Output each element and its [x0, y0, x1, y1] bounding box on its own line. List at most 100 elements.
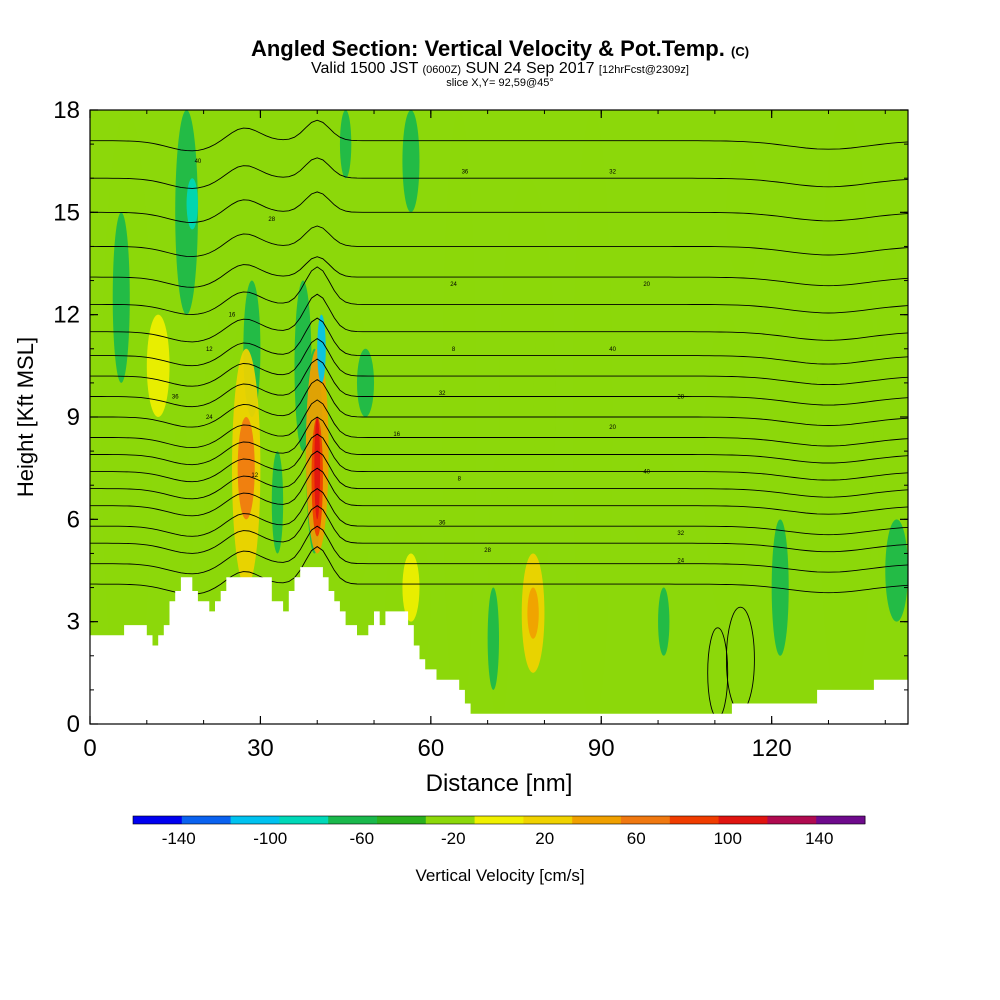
y-tick-label: 18 [53, 97, 80, 124]
colorbar-swatch [718, 816, 768, 824]
velocity-region [658, 587, 670, 656]
colorbar-swatch [230, 816, 280, 824]
velocity-region [817, 110, 874, 724]
contour-label: 36 [172, 395, 179, 401]
isentrope-line [90, 293, 908, 343]
isentrope-line [90, 191, 908, 223]
y-tick-label: 0 [67, 711, 80, 738]
isentrope-line [90, 488, 908, 537]
velocity-region [356, 348, 375, 417]
x-axis-label: Distance [nm] [426, 770, 573, 797]
y-tick-label: 6 [67, 506, 80, 533]
chart-subtitle: Valid 1500 JST (0600Z) SUN 24 Sep 2017 [… [311, 60, 689, 77]
x-tick-label: 0 [83, 735, 96, 762]
colorbar-swatch [279, 816, 329, 824]
isentrope-line [90, 119, 908, 152]
y-tick-label: 3 [67, 609, 80, 636]
x-tick-label: 90 [588, 735, 615, 762]
colorbar-swatch [181, 816, 232, 824]
colorbar-tick-label: 20 [535, 829, 554, 848]
velocity-region [237, 417, 255, 520]
isentrope-line [90, 525, 908, 575]
colorbar-swatch [377, 816, 427, 824]
colorbar-tick-label: 100 [714, 829, 742, 848]
contour-label: 12 [251, 473, 258, 479]
x-tick-label: 120 [752, 735, 792, 762]
isentrope-line [90, 399, 908, 449]
isentrope-line [90, 337, 908, 387]
velocity-region [703, 314, 749, 622]
colorbar-swatch [328, 816, 378, 824]
velocity-region [771, 519, 789, 656]
contour-label: 28 [484, 548, 491, 554]
velocity-region [527, 587, 539, 639]
colorbar-swatch [621, 816, 671, 824]
colorbar-swatch [523, 816, 573, 824]
colorbar-tick-label: 60 [627, 829, 646, 848]
isentrope-line [90, 225, 908, 258]
contour-label: 32 [677, 531, 684, 537]
velocity-region [771, 314, 818, 452]
velocity-region [271, 451, 284, 554]
isentrope-line [90, 416, 908, 466]
y-tick-label: 15 [53, 199, 80, 226]
colorbar-swatch [816, 816, 866, 824]
contour-label: 24 [450, 282, 457, 288]
contour-label: 12 [206, 347, 213, 353]
contour-label: 20 [609, 425, 616, 431]
contour-label: 36 [462, 169, 469, 175]
colorbar-swatch [767, 816, 817, 824]
contour-label: 40 [609, 347, 616, 353]
isentrope-line [90, 505, 908, 554]
isentrope-line [90, 450, 908, 500]
velocity-region [317, 314, 326, 383]
colorbar-swatch [133, 816, 183, 824]
isentrope-line [90, 358, 908, 408]
velocity-region [146, 314, 170, 418]
isentrope-line [90, 433, 908, 483]
colorbar-tick-label: -140 [162, 829, 196, 848]
isentrope-line [90, 317, 908, 367]
colorbar-swatch [474, 816, 524, 824]
contour-label: 16 [229, 313, 236, 319]
velocity-region [186, 178, 198, 230]
terrain [90, 567, 908, 724]
velocity-region [203, 280, 233, 622]
velocity-region [175, 110, 198, 315]
colorbar-tick-label: -60 [349, 829, 374, 848]
velocity-region [402, 553, 420, 622]
x-tick-label: 60 [417, 735, 444, 762]
contour-label: 24 [677, 558, 684, 564]
colorbar-swatch [572, 816, 622, 824]
y-tick-label: 12 [53, 302, 80, 329]
x-tick-label: 30 [247, 735, 274, 762]
plot-area: 40 36 32 28 24 20 16 12 8 40 36 32 28 24 20 16 12 8 40 36 32… [90, 110, 908, 724]
contour-label: 40 [195, 159, 202, 165]
isentrope-line [90, 467, 908, 517]
velocity-region [499, 178, 556, 622]
isentrope-line [90, 266, 908, 316]
chart-slice-label: slice X,Y= 92,59@45° [446, 77, 554, 89]
colorbar-tick-label: -20 [441, 829, 466, 848]
contour-label: 16 [393, 432, 400, 438]
velocity-region [339, 110, 352, 179]
y-tick-label: 9 [67, 404, 80, 431]
velocity-region [629, 451, 681, 554]
colorbar-swatch [669, 816, 720, 824]
isentrope-line [90, 157, 908, 189]
contour-label: 36 [439, 521, 446, 527]
velocity-region [487, 587, 500, 690]
chart-title: Angled Section: Vertical Velocity & Pot.… [250, 36, 750, 61]
y-axis-label: Height [Kft MSL] [13, 337, 38, 497]
colorbar-swatch [425, 816, 476, 824]
velocity-region [885, 519, 908, 622]
contour-label: 40 [643, 470, 650, 476]
colorbar-frame [132, 815, 866, 825]
contour-label: 8 [458, 476, 462, 482]
colorbar-tick-label: -100 [253, 829, 287, 848]
contour-label: 32 [609, 169, 616, 175]
contour-label: 20 [643, 282, 650, 288]
velocity-region [402, 110, 420, 213]
